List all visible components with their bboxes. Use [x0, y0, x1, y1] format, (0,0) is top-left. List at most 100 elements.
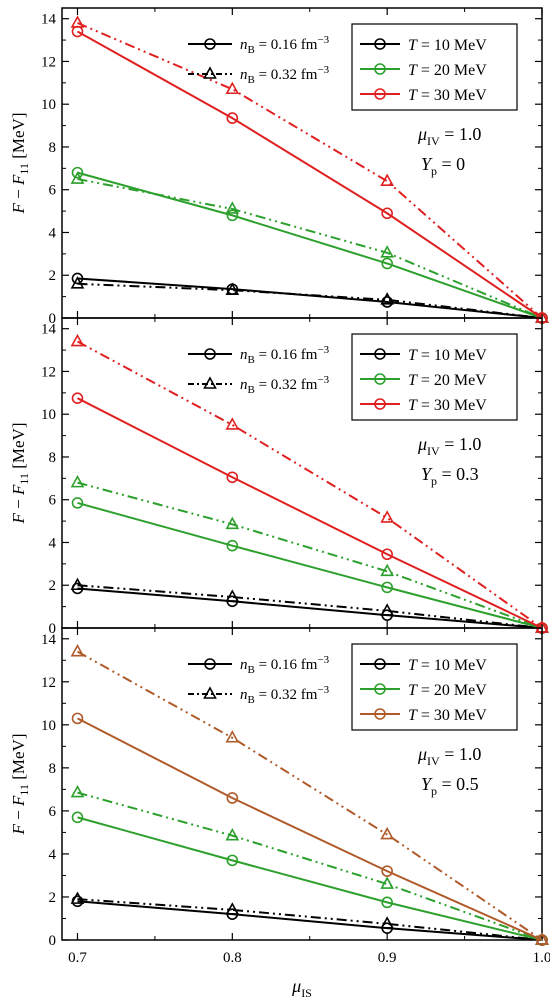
- data-point-triangle: [380, 245, 395, 258]
- data-point-circle: [71, 392, 84, 404]
- y-tick-label: 8: [49, 761, 57, 777]
- legend-marker-circle: [204, 658, 216, 670]
- legend-marker-triangle: [203, 376, 217, 389]
- series-line-T30-nB0.32: [77, 340, 543, 629]
- series-line-T30-nB0.16: [77, 717, 543, 941]
- y-tick-label: 12: [41, 54, 56, 70]
- legend-marker-triangle: [203, 686, 217, 699]
- legend-temp-label: T = 10 MeV: [408, 657, 487, 674]
- data-point-triangle: [380, 292, 395, 305]
- series-line-T30-nB0.32: [77, 22, 543, 319]
- x-tick-label: 0.7: [68, 950, 87, 966]
- y-tick-label: 14: [41, 12, 57, 28]
- data-point-triangle: [380, 563, 395, 577]
- data-point-circle: [71, 166, 84, 179]
- annotation-yp: Yp = 0.5: [421, 774, 479, 798]
- y-tick-label: 14: [41, 632, 57, 648]
- plot-frame: [61, 627, 543, 941]
- y-tick-label: 4: [49, 535, 57, 551]
- data-point-circle: [71, 712, 84, 725]
- data-point-triangle: [70, 577, 85, 591]
- series-line-T10-nB0.16: [77, 587, 543, 629]
- y-tick-label: 6: [49, 493, 57, 509]
- legend-temp-marker: [374, 658, 386, 670]
- data-point-circle: [226, 792, 239, 804]
- data-point-triangle: [225, 902, 240, 915]
- x-axis-label: μIS: [291, 976, 312, 1000]
- legend-temp-label: T = 30 MeV: [408, 707, 487, 724]
- data-point-triangle: [380, 603, 395, 616]
- y-tick-label: 0: [49, 933, 57, 949]
- data-point-circle: [71, 497, 84, 509]
- legend-temp-marker: [374, 398, 386, 410]
- legend-density-2: nB = 0.32 fm−3: [240, 64, 330, 86]
- y-tick-label: 8: [49, 450, 57, 466]
- legend-marker-triangle: [203, 66, 217, 79]
- series-line-T30-nB0.16: [76, 30, 543, 319]
- data-point-triangle: [225, 827, 240, 841]
- legend-density-1: nB = 0.16 fm−3: [240, 344, 330, 366]
- legend-temp-marker: [374, 88, 386, 100]
- data-point-circle: [71, 811, 84, 824]
- data-point-triangle: [535, 932, 549, 945]
- series-line-T10-nB0.16: [77, 900, 543, 941]
- series-line-T10-nB0.16: [77, 277, 543, 319]
- y-tick-label: 2: [49, 890, 57, 906]
- data-point-circle: [226, 854, 239, 867]
- y-tick-label: 4: [49, 847, 57, 863]
- panel-3: 0 2 4 6 8 10 12 14 F − F11 [MeV] nB = 0.16 fm−3 nB…: [9, 627, 550, 1000]
- y-tick-label: 10: [41, 97, 56, 113]
- y-tick-label: 14: [41, 322, 57, 338]
- data-point-triangle: [225, 201, 240, 214]
- legend-temp-label: T = 20 MeV: [408, 372, 487, 389]
- y-tick-label: 0: [49, 621, 57, 637]
- data-point-triangle: [225, 417, 240, 430]
- panel-1: 0 2 4 6 8 10 12 14 F − F11 [MeV] nB = 0.16 fm−3 nB…: [9, 7, 549, 327]
- y-tick-label: 2: [49, 578, 57, 594]
- legend-density-2: nB = 0.32 fm−3: [240, 374, 330, 396]
- y-axis-label: F − F11 [MeV]: [9, 734, 31, 836]
- series-line-T20-nB0.16: [77, 816, 543, 941]
- annotation-muiv: μIV = 1.0: [417, 744, 481, 768]
- data-point-circle: [226, 112, 239, 124]
- data-point-triangle: [380, 876, 395, 889]
- data-point-triangle: [70, 784, 85, 798]
- data-point-circle: [381, 257, 393, 270]
- series-line-T20-nB0.16: [77, 501, 543, 629]
- data-point-triangle: [380, 510, 395, 523]
- legend-temp-label: T = 20 MeV: [408, 682, 487, 699]
- data-point-triangle: [225, 730, 240, 743]
- series-line-T20-nB0.32: [77, 481, 543, 629]
- legend-temp-marker: [374, 348, 386, 360]
- data-point-triangle: [70, 276, 85, 289]
- data-point-triangle: [380, 826, 395, 840]
- annotation-muiv: μIV = 1.0: [417, 434, 481, 458]
- data-point-triangle: [225, 81, 240, 95]
- annotation-yp: Yp = 0: [421, 154, 465, 178]
- data-point-circle: [226, 539, 239, 552]
- legend-temp-label: T = 10 MeV: [408, 37, 487, 54]
- annotation-yp: Yp = 0.3: [421, 464, 479, 488]
- y-tick-label: 6: [49, 804, 57, 820]
- data-point-triangle: [70, 333, 85, 347]
- y-tick-label: 10: [41, 718, 56, 734]
- legend-temp-marker: [374, 373, 386, 385]
- panel-2: 0 2 4 6 8 10 12 14 F − F11 [MeV] nB = 0.16 fm−3 nB…: [9, 317, 549, 637]
- data-point-circle: [381, 548, 393, 561]
- y-tick-label: 0: [49, 311, 57, 327]
- legend-density-1: nB = 0.16 fm−3: [240, 654, 330, 676]
- data-point-circle: [226, 471, 239, 484]
- data-point-triangle: [225, 589, 240, 602]
- y-tick-label: 6: [49, 183, 57, 199]
- y-tick-label: 10: [41, 407, 56, 423]
- series-line-T20-nB0.32: [77, 791, 543, 941]
- data-point-triangle: [70, 474, 85, 488]
- y-axis-label: F − F11 [MeV]: [9, 423, 31, 525]
- legend-temp-marker: [374, 683, 386, 695]
- annotation-muiv: μIV = 1.0: [417, 124, 481, 148]
- legend-temp-marker: [374, 708, 386, 720]
- data-point-circle: [71, 272, 84, 285]
- data-point-circle: [381, 207, 393, 220]
- series-line-T30-nB0.16: [77, 397, 543, 629]
